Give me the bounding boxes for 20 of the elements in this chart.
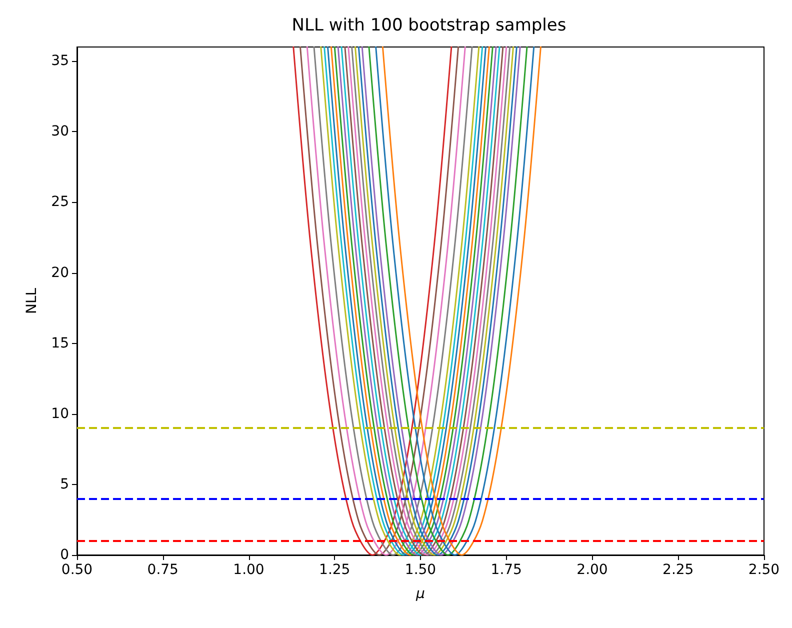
y-tick-label: 10 [51,406,69,422]
y-tick-label: 0 [60,547,69,563]
x-tick-label: 1.50 [404,562,436,578]
y-tick-label: 30 [51,124,69,140]
x-tick-label: 0.50 [61,562,93,578]
y-tick-label: 15 [51,335,69,352]
x-tick-label: 1.25 [319,562,350,578]
y-tick-label: 35 [51,53,69,70]
x-tick-label: 1.00 [233,562,264,578]
chart-title: NLL with 100 bootstrap samples [292,16,566,36]
x-tick-label: 0.75 [147,562,178,578]
x-tick-label: 1.75 [490,562,522,578]
x-axis-title: μ [415,586,426,602]
y-tick-label: 25 [51,194,69,210]
x-tick-label: 2.25 [662,562,694,578]
y-axis-title: NLL [24,288,40,314]
y-tick-label: 5 [60,476,69,492]
x-tick-label: 2.50 [748,562,780,578]
x-tick-label: 2.00 [576,562,608,578]
y-tick-label: 20 [51,264,69,281]
